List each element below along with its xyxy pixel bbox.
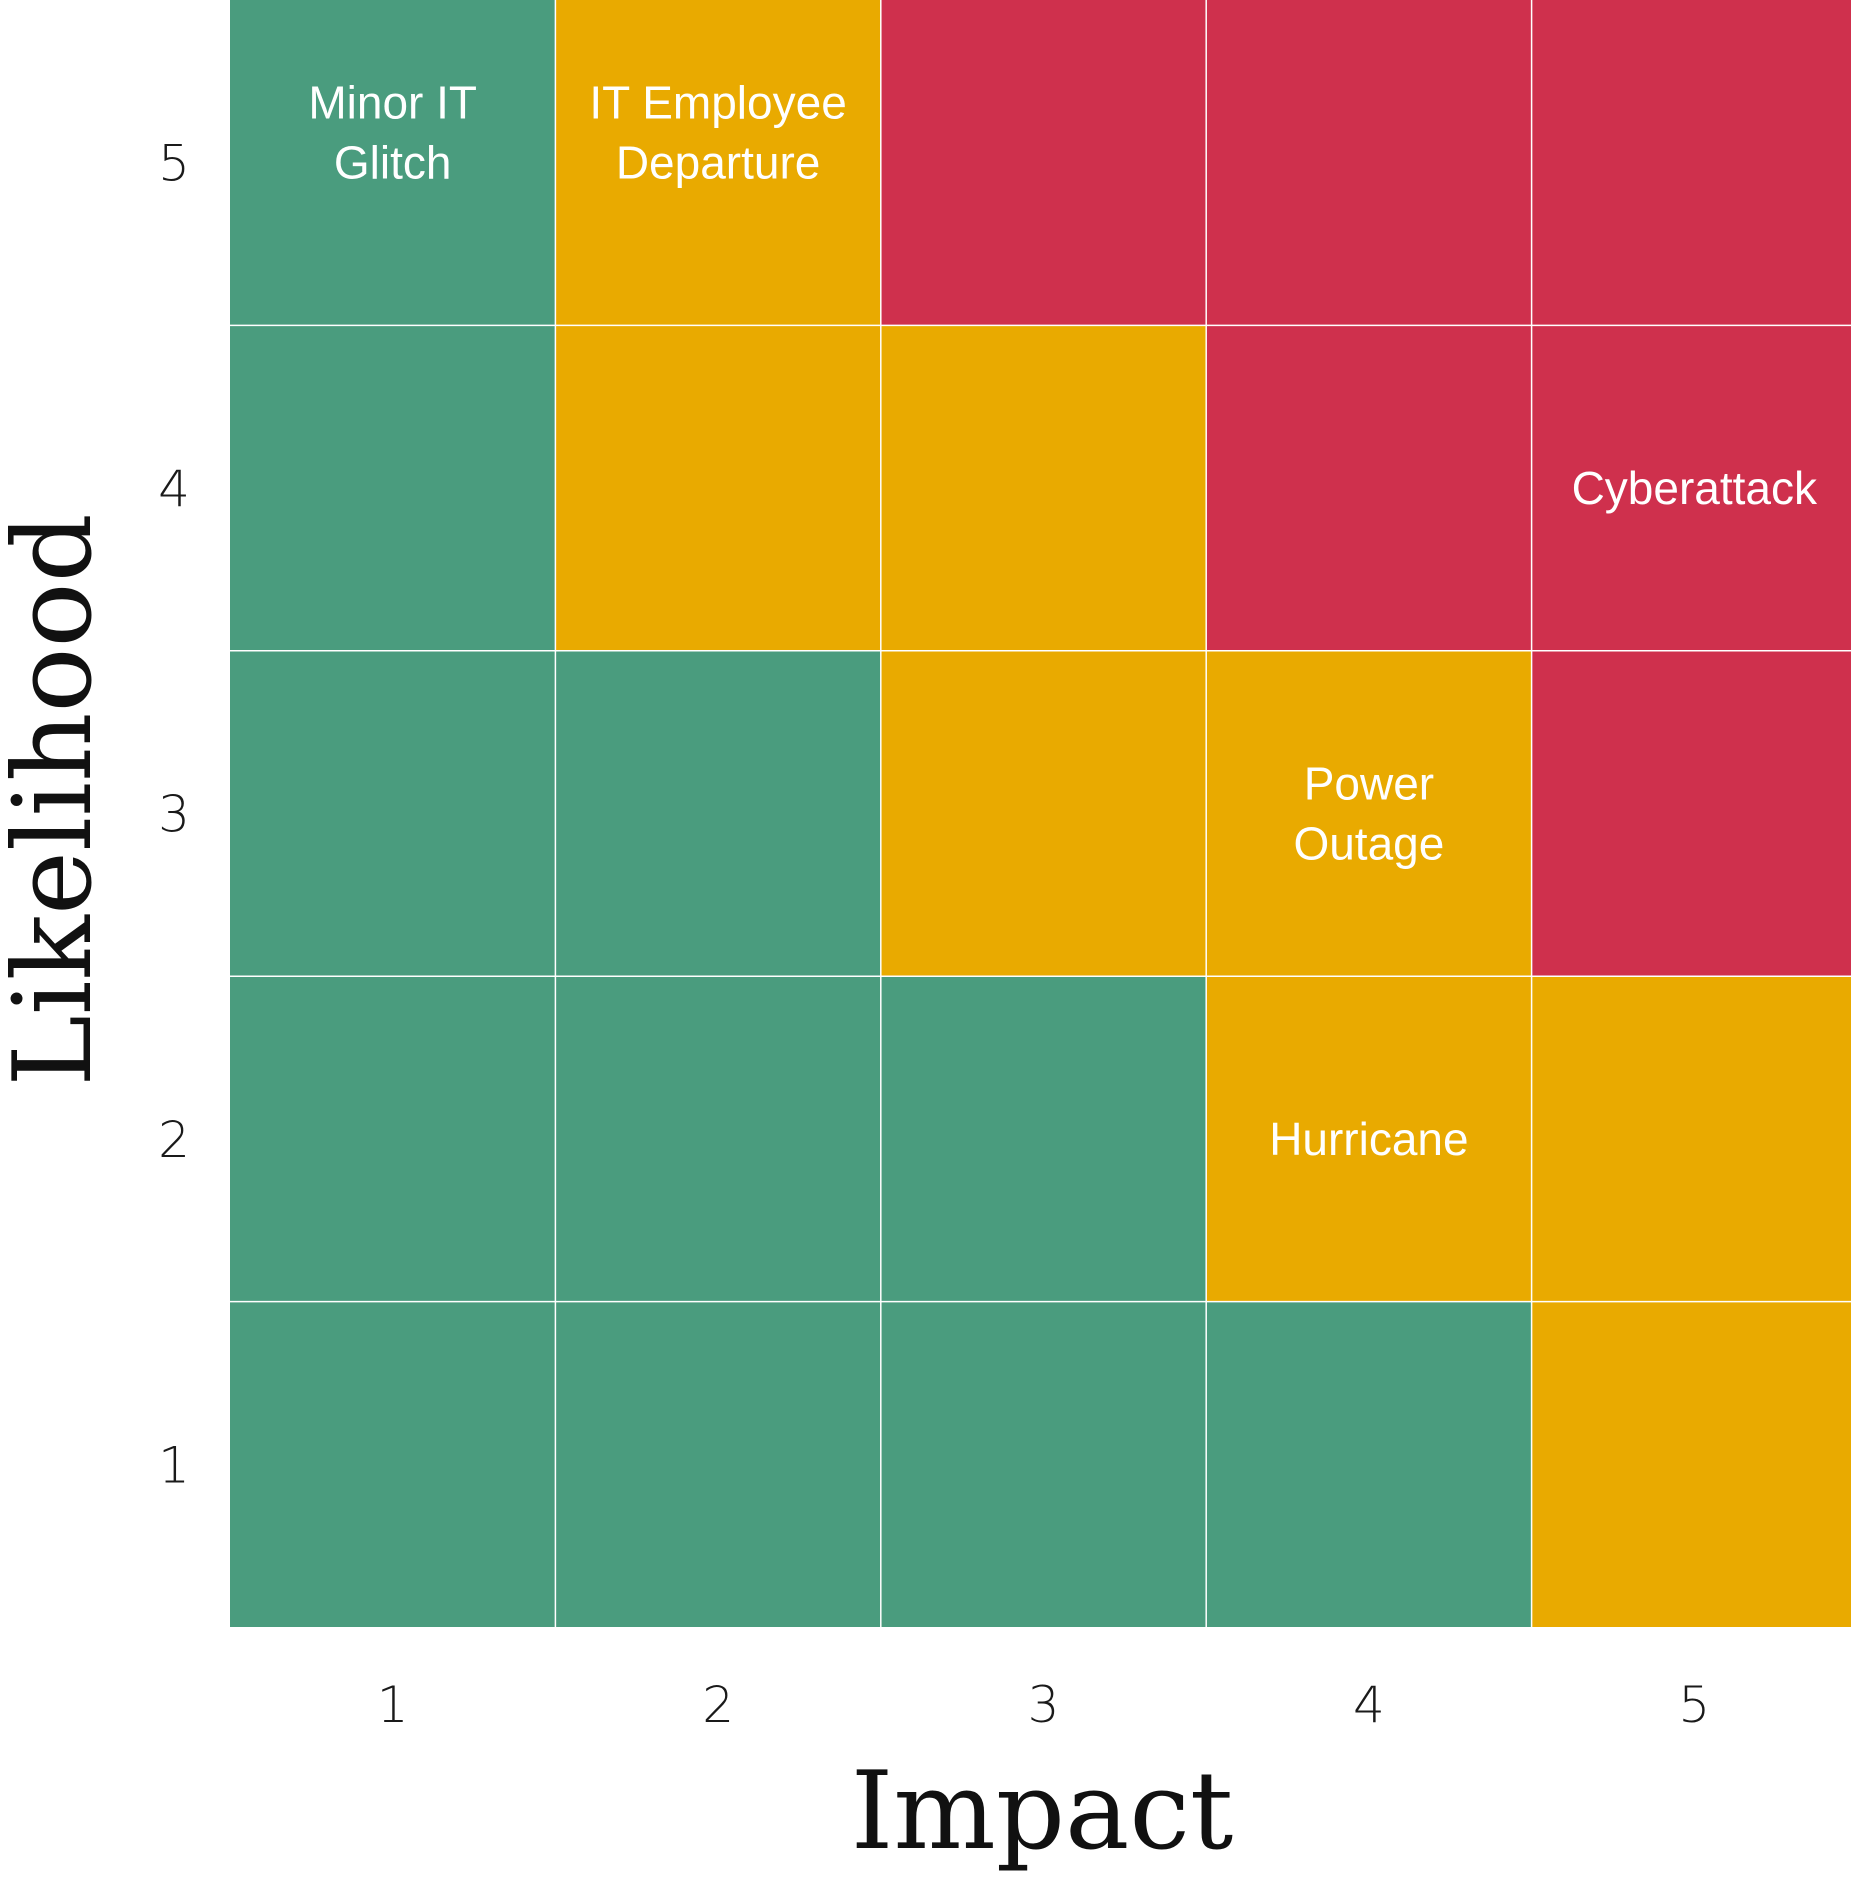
- risk-cell-impact-5-likelihood-2: [1532, 976, 1851, 1301]
- y-axis-ticks: 1 2 3 4 5: [158, 135, 190, 1495]
- y-tick-label: 2: [158, 1111, 190, 1169]
- annotation-label: Glitch: [334, 137, 452, 189]
- risk-cell-impact-3-likelihood-2: [881, 976, 1206, 1301]
- risk-cell-impact-2-likelihood-1: [555, 1302, 880, 1627]
- risk-cell-impact-2-likelihood-4: [555, 325, 880, 650]
- risk-cell-impact-3-likelihood-4: [881, 325, 1206, 650]
- risk-cell-impact-1-likelihood-1: [230, 1302, 555, 1627]
- risk-cell-impact-4-likelihood-3: [1206, 651, 1531, 976]
- annotation-label: Departure: [616, 137, 821, 189]
- annotation-label: Hurricane: [1269, 1113, 1468, 1165]
- risk-cell-impact-4-likelihood-4: [1206, 325, 1531, 650]
- risk-cell-impact-3-likelihood-1: [881, 1302, 1206, 1627]
- y-tick-label: 4: [158, 460, 190, 518]
- y-tick-label: 3: [158, 786, 190, 844]
- risk-cell-impact-2-likelihood-3: [555, 651, 880, 976]
- risk-cell-impact-2-likelihood-2: [555, 976, 880, 1301]
- annotation-label: Cyberattack: [1572, 462, 1818, 514]
- y-tick-label: 1: [158, 1436, 190, 1494]
- x-tick-label: 3: [1028, 1676, 1060, 1734]
- x-axis-title: Impact: [851, 1749, 1233, 1874]
- annotation-label: Outage: [1293, 818, 1444, 870]
- x-axis-ticks: 1 2 3 4 5: [377, 1676, 1710, 1734]
- risk-cell-impact-4-likelihood-1: [1206, 1302, 1531, 1627]
- risk-cell-impact-3-likelihood-5: [881, 0, 1206, 325]
- risk-cell-impact-1-likelihood-3: [230, 651, 555, 976]
- heatmap-cells: [230, 0, 1851, 1627]
- annotation-label: IT Employee: [589, 77, 846, 129]
- risk-matrix-chart: Minor IT Glitch IT Employee Departure Cybera…: [0, 0, 1851, 1884]
- risk-cell-impact-5-likelihood-1: [1532, 1302, 1851, 1627]
- x-tick-label: 2: [702, 1676, 734, 1734]
- risk-cell-impact-5-likelihood-3: [1532, 651, 1851, 976]
- x-tick-label: 5: [1678, 1676, 1710, 1734]
- x-tick-label: 4: [1353, 1676, 1385, 1734]
- risk-cell-impact-1-likelihood-4: [230, 325, 555, 650]
- y-axis-title: Likelihood: [0, 513, 116, 1086]
- annotation-label: Minor IT: [308, 77, 477, 129]
- risk-cell-impact-5-likelihood-5: [1532, 0, 1851, 325]
- risk-cell-impact-1-likelihood-2: [230, 976, 555, 1301]
- y-tick-label: 5: [158, 135, 190, 193]
- x-tick-label: 1: [377, 1676, 409, 1734]
- annotation-label: Power: [1304, 758, 1434, 810]
- risk-cell-impact-4-likelihood-5: [1206, 0, 1531, 325]
- risk-cell-impact-3-likelihood-3: [881, 651, 1206, 976]
